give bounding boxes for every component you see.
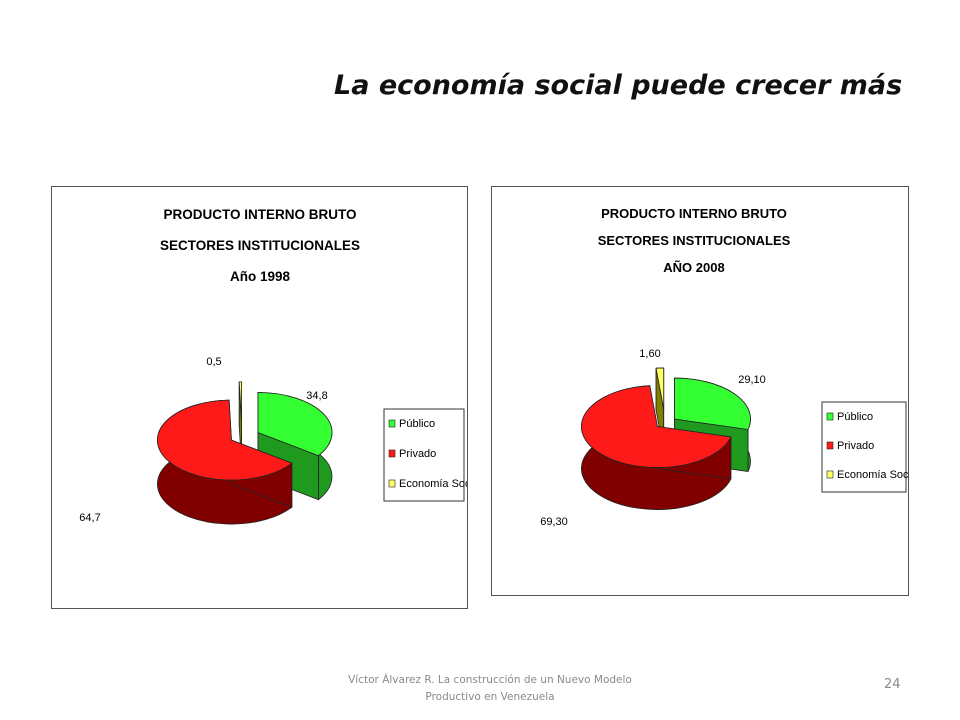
value-label-publico: 34,8 (306, 390, 327, 402)
legend: Público Privado Economía Social (821, 401, 908, 493)
slice-privado (581, 385, 732, 510)
legend-swatch-publico (388, 419, 396, 428)
slice-top-economia-social (238, 381, 242, 422)
legend-swatch-publico (826, 412, 834, 421)
legend-label-economia-social: Economía Social (399, 478, 467, 490)
slice-top-economia-social (655, 367, 665, 410)
slide-title: La economía social puede crecer más (334, 70, 903, 101)
value-label-economia-social: 0,5 (206, 356, 221, 368)
legend-label-publico: Público (399, 418, 435, 430)
chart-title-line-1: PRODUCTO INTERNO BRUTO (601, 206, 787, 221)
page-number: 24 (884, 677, 901, 692)
value-label-privado: 69,30 (540, 516, 568, 528)
legend-box (821, 401, 907, 493)
chart-2008-frame: PRODUCTO INTERNO BRUTO SECTORES INSTITUCI… (491, 186, 909, 596)
legend-swatch-economia-social (826, 470, 834, 479)
chart-title-line-1: PRODUCTO INTERNO BRUTO (163, 207, 356, 222)
legend-swatch-economia-social (388, 479, 396, 488)
legend-label-publico: Público (837, 411, 873, 423)
legend: Público Privado Economía Social (383, 408, 467, 502)
chart-1998-frame: PRODUCTO INTERNO BRUTO SECTORES INSTITUCI… (51, 186, 468, 609)
footer-line-1: Víctor Álvarez R. La construcción de un … (348, 674, 632, 686)
legend-box (383, 408, 465, 502)
slice-top-publico (674, 377, 751, 430)
chart-title-line-2: SECTORES INSTITUCIONALES (598, 233, 791, 248)
chart-title-line-3: Año 1998 (230, 269, 291, 284)
footer-line-2: Productivo en Venezuela (425, 691, 555, 703)
legend-swatch-privado (826, 441, 834, 450)
pie-chart-1998: PRODUCTO INTERNO BRUTO SECTORES INSTITUCI… (79, 207, 467, 525)
footer-citation: Víctor Álvarez R. La construcción de un … (330, 672, 650, 706)
chart-title-line-3: AÑO 2008 (663, 260, 724, 275)
slice-top-privado (157, 399, 293, 481)
legend-label-privado: Privado (837, 440, 874, 452)
chart-title-line-2: SECTORES INSTITUCIONALES (160, 238, 360, 253)
value-label-economia-social: 1,60 (639, 348, 660, 360)
pie-chart-2008: PRODUCTO INTERNO BRUTO SECTORES INSTITUCI… (540, 206, 908, 528)
legend-swatch-privado (388, 449, 396, 458)
legend-label-privado: Privado (399, 448, 436, 460)
slice-top-privado (581, 385, 732, 468)
slice-privado (157, 399, 293, 525)
value-label-publico: 29,10 (738, 374, 766, 386)
slice-top-publico (257, 392, 333, 457)
value-label-privado: 64,7 (79, 512, 100, 524)
legend-label-economia-social: Economía Social (837, 469, 908, 481)
